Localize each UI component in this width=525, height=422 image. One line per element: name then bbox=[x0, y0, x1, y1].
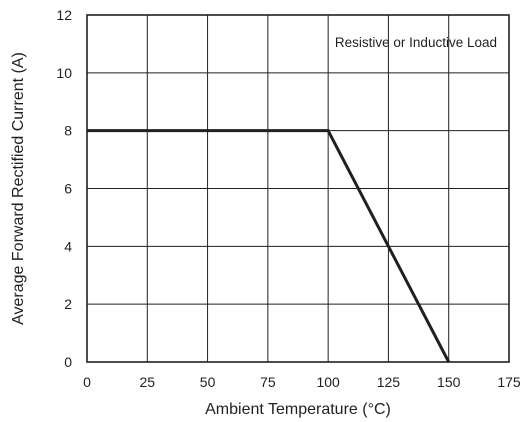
x-axis-title: Ambient Temperature (°C) bbox=[205, 401, 391, 418]
y-tick-label: 8 bbox=[64, 123, 72, 139]
y-tick-label: 4 bbox=[64, 238, 72, 254]
x-tick-labels: 0 25 50 75 100 125 150 175 bbox=[83, 374, 521, 390]
grid-lines bbox=[87, 15, 509, 362]
y-tick-labels: 0 2 4 6 8 10 12 bbox=[56, 7, 72, 370]
x-tick-label: 125 bbox=[377, 374, 401, 390]
y-tick-label: 12 bbox=[56, 7, 72, 23]
x-tick-label: 50 bbox=[200, 374, 216, 390]
x-tick-label: 150 bbox=[437, 374, 461, 390]
series-line bbox=[87, 129, 451, 363]
y-tick-label: 2 bbox=[64, 296, 72, 312]
x-tick-label: 25 bbox=[139, 374, 155, 390]
x-tick-label: 175 bbox=[497, 374, 521, 390]
y-tick-label: 6 bbox=[64, 181, 72, 197]
plot-frame bbox=[86, 14, 510, 363]
y-tick-label: 10 bbox=[56, 65, 72, 81]
x-tick-label: 75 bbox=[260, 374, 276, 390]
x-tick-label: 100 bbox=[316, 374, 340, 390]
x-tick-label: 0 bbox=[83, 374, 91, 390]
y-tick-label: 0 bbox=[64, 354, 72, 370]
y-axis-title: Average Forward Rectified Current (A) bbox=[10, 52, 27, 325]
chart-annotation: Resistive or Inductive Load bbox=[335, 35, 497, 50]
series-layer bbox=[87, 129, 451, 363]
